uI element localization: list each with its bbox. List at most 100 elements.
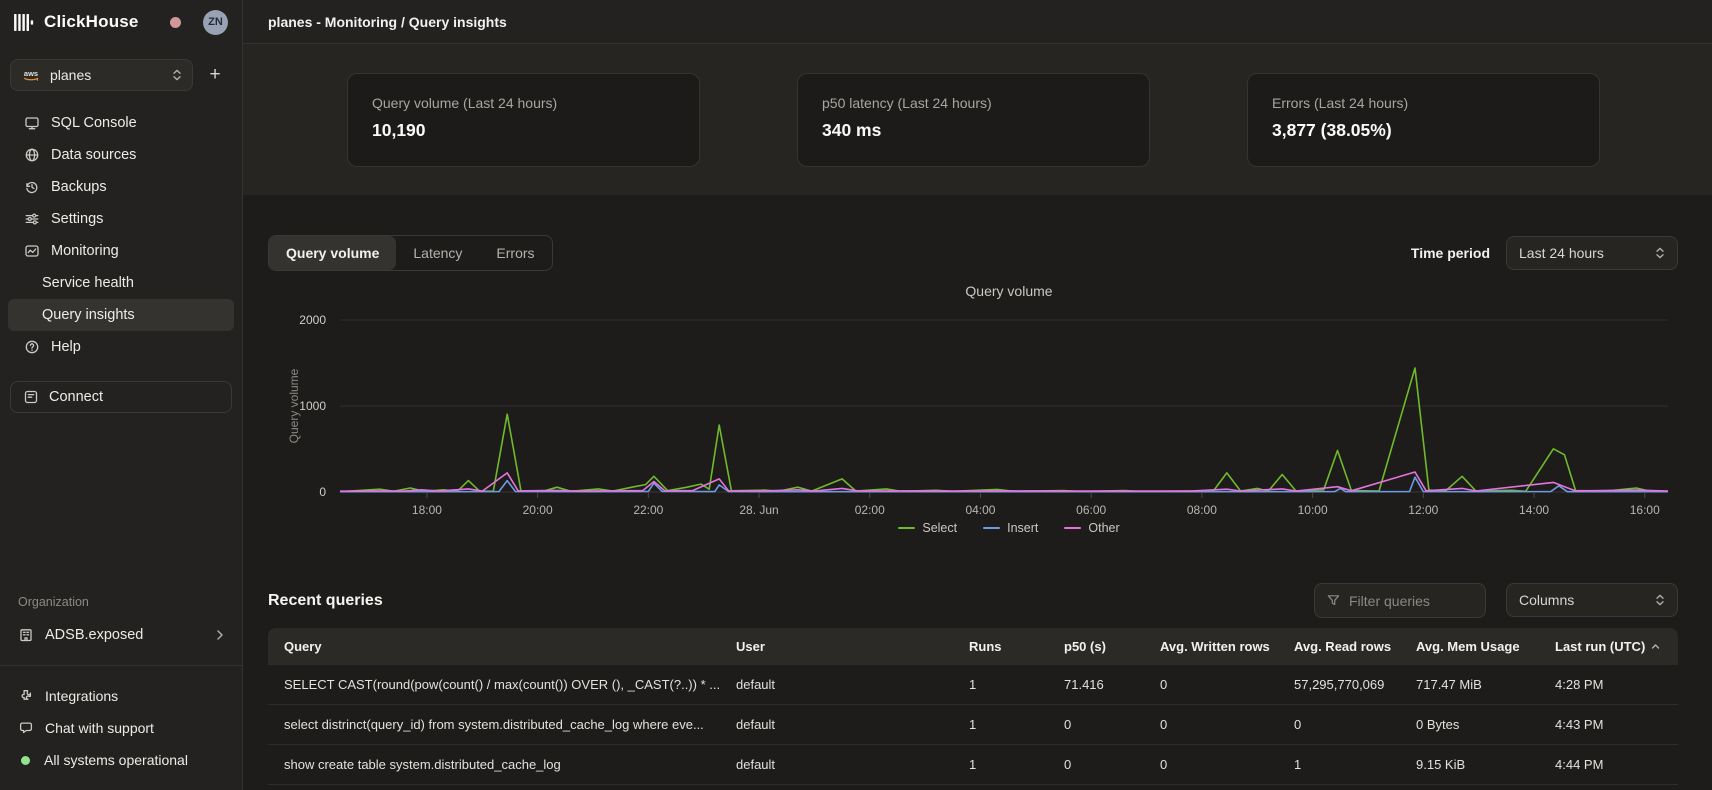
cell-avg-read-rows: 57,295,770,069	[1278, 665, 1400, 704]
stat-value: 3,877 (38.05%)	[1272, 120, 1575, 141]
legend-item-insert[interactable]: Insert	[983, 521, 1038, 535]
columns-select-value: Columns	[1519, 592, 1574, 608]
cell-avg-mem-usage: 0 Bytes	[1400, 705, 1539, 744]
add-service-button[interactable]: +	[201, 61, 229, 89]
clickhouse-logo[interactable]: ClickHouse	[14, 12, 139, 32]
sidebar-item-service-health[interactable]: Service health	[8, 267, 234, 299]
legend-dash-other	[1064, 527, 1081, 530]
sidebar-header: ClickHouse ZN	[0, 0, 242, 44]
footer-item-chat-with-support[interactable]: Chat with support	[10, 714, 232, 742]
time-period-select[interactable]: Last 24 hours	[1506, 236, 1678, 270]
query-row[interactable]: show create table system.distributed_cac…	[268, 745, 1678, 785]
footer-item-label: All systems operational	[44, 752, 188, 768]
cell-user: default	[720, 665, 953, 704]
column-header-label: p50 (s)	[1064, 639, 1106, 654]
legend-dash-insert	[983, 527, 1000, 530]
sidebar-nav: SQL Console Data sources BackupsSettings Mo…	[0, 107, 242, 363]
columns-select[interactable]: Columns	[1506, 583, 1678, 617]
status-ok-icon	[21, 756, 30, 765]
logo-text: ClickHouse	[44, 12, 139, 32]
building-icon	[18, 627, 34, 643]
tab-errors[interactable]: Errors	[479, 236, 551, 270]
query-volume-chart: 010002000Query volume18:0020:0022:0028. …	[268, 303, 1678, 515]
chevron-updown-icon	[1655, 246, 1665, 260]
column-header-label: User	[736, 639, 765, 654]
service-selector[interactable]: aws planes	[10, 59, 193, 91]
svg-text:22:00: 22:00	[633, 503, 663, 515]
chart-controls-row: Query volumeLatencyErrors Time period La…	[268, 235, 1678, 271]
chevron-updown-icon	[1655, 593, 1665, 607]
query-text-cell: show create table system.distributed_cac…	[268, 745, 720, 784]
column-header-p50-s[interactable]: p50 (s)	[1048, 628, 1144, 665]
data-sources-icon	[24, 147, 40, 163]
sidebar-item-help[interactable]: Help	[8, 331, 234, 363]
sidebar-item-label: Service health	[42, 275, 134, 291]
footer-item-label: Chat with support	[45, 720, 154, 736]
query-row[interactable]: SELECT CAST(round(pow(count() / max(coun…	[268, 665, 1678, 705]
svg-text:Query volume: Query volume	[287, 368, 301, 443]
recent-queries-title: Recent queries	[268, 592, 1314, 610]
sidebar-item-label: Monitoring	[51, 243, 119, 259]
column-header-query[interactable]: Query	[268, 628, 720, 665]
tab-query-volume[interactable]: Query volume	[269, 236, 396, 270]
legend-item-select[interactable]: Select	[898, 521, 957, 535]
connect-icon	[23, 389, 39, 405]
recent-queries-table: Query User Runs p50 (s) Avg. Written rows Avg…	[268, 628, 1678, 785]
user-avatar[interactable]: ZN	[203, 10, 228, 35]
stat-card-p50-latency: p50 latency (Last 24 hours)340 ms	[797, 73, 1150, 167]
cell-runs: 1	[953, 745, 1048, 784]
tab-latency[interactable]: Latency	[396, 236, 479, 270]
table-header-row: Query User Runs p50 (s) Avg. Written rows Avg…	[268, 628, 1678, 665]
connect-button[interactable]: Connect	[10, 381, 232, 413]
legend-item-other[interactable]: Other	[1064, 521, 1119, 535]
chart-legend: Select Insert Other	[268, 517, 1678, 539]
sidebar-footer: Integrations Chat with support All systems…	[0, 682, 242, 790]
column-header-avg-mem-usage[interactable]: Avg. Mem Usage	[1400, 628, 1539, 665]
column-header-runs[interactable]: Runs	[953, 628, 1048, 665]
cell-p50-s: 71.416	[1048, 665, 1144, 704]
svg-text:2000: 2000	[299, 313, 326, 327]
column-header-label: Avg. Written rows	[1160, 639, 1270, 654]
sidebar-item-data-sources[interactable]: Data sources	[8, 139, 234, 171]
sidebar-item-sql-console[interactable]: SQL Console	[8, 107, 234, 139]
cell-p50-s: 0	[1048, 745, 1144, 784]
svg-text:aws: aws	[24, 69, 38, 78]
organization-name: ADSB.exposed	[45, 627, 143, 643]
column-header-last-run-utc[interactable]: Last run (UTC)	[1539, 628, 1678, 665]
legend-label: Select	[922, 521, 957, 535]
column-header-avg-read-rows[interactable]: Avg. Read rows	[1278, 628, 1400, 665]
organization-item[interactable]: ADSB.exposed	[0, 619, 242, 651]
notification-dot[interactable]	[170, 17, 181, 28]
sort-asc-icon	[1651, 643, 1660, 650]
svg-text:20:00: 20:00	[523, 503, 553, 515]
backups-icon	[24, 179, 40, 195]
query-row[interactable]: select distrinct(query_id) from system.d…	[268, 705, 1678, 745]
recent-queries-controls: Columns	[1314, 583, 1678, 618]
sidebar-item-query-insights[interactable]: Query insights	[8, 299, 234, 331]
svg-text:12:00: 12:00	[1408, 503, 1438, 515]
stat-value: 340 ms	[822, 120, 1125, 141]
column-header-avg-written-rows[interactable]: Avg. Written rows	[1144, 628, 1278, 665]
filter-icon	[1326, 593, 1341, 608]
chat-icon	[18, 720, 34, 736]
time-period-control: Time period Last 24 hours	[1411, 236, 1678, 270]
time-period-label: Time period	[1411, 245, 1490, 261]
content: Query volumeLatencyErrors Time period La…	[243, 195, 1712, 790]
query-text-cell: SELECT CAST(round(pow(count() / max(coun…	[268, 665, 720, 704]
cell-avg-written-rows: 0	[1144, 665, 1278, 704]
footer-item-integrations[interactable]: Integrations	[10, 682, 232, 710]
filter-queries-box	[1314, 583, 1486, 618]
svg-text:08:00: 08:00	[1187, 503, 1217, 515]
stats-band: Query volume (Last 24 hours)10,190p50 la…	[243, 44, 1712, 195]
svg-text:0: 0	[319, 485, 326, 499]
sidebar-item-backups[interactable]: Backups	[8, 171, 234, 203]
column-header-user[interactable]: User	[720, 628, 953, 665]
filter-queries-input[interactable]	[1349, 593, 1464, 609]
sidebar-item-settings[interactable]: Settings	[8, 203, 234, 235]
sidebar-item-monitoring[interactable]: Monitoring	[8, 235, 234, 267]
footer-item-all-systems-operational[interactable]: All systems operational	[10, 746, 232, 774]
settings-icon	[24, 211, 40, 227]
cell-avg-written-rows: 0	[1144, 705, 1278, 744]
sidebar-item-label: Data sources	[51, 147, 136, 163]
connect-label: Connect	[49, 389, 103, 405]
